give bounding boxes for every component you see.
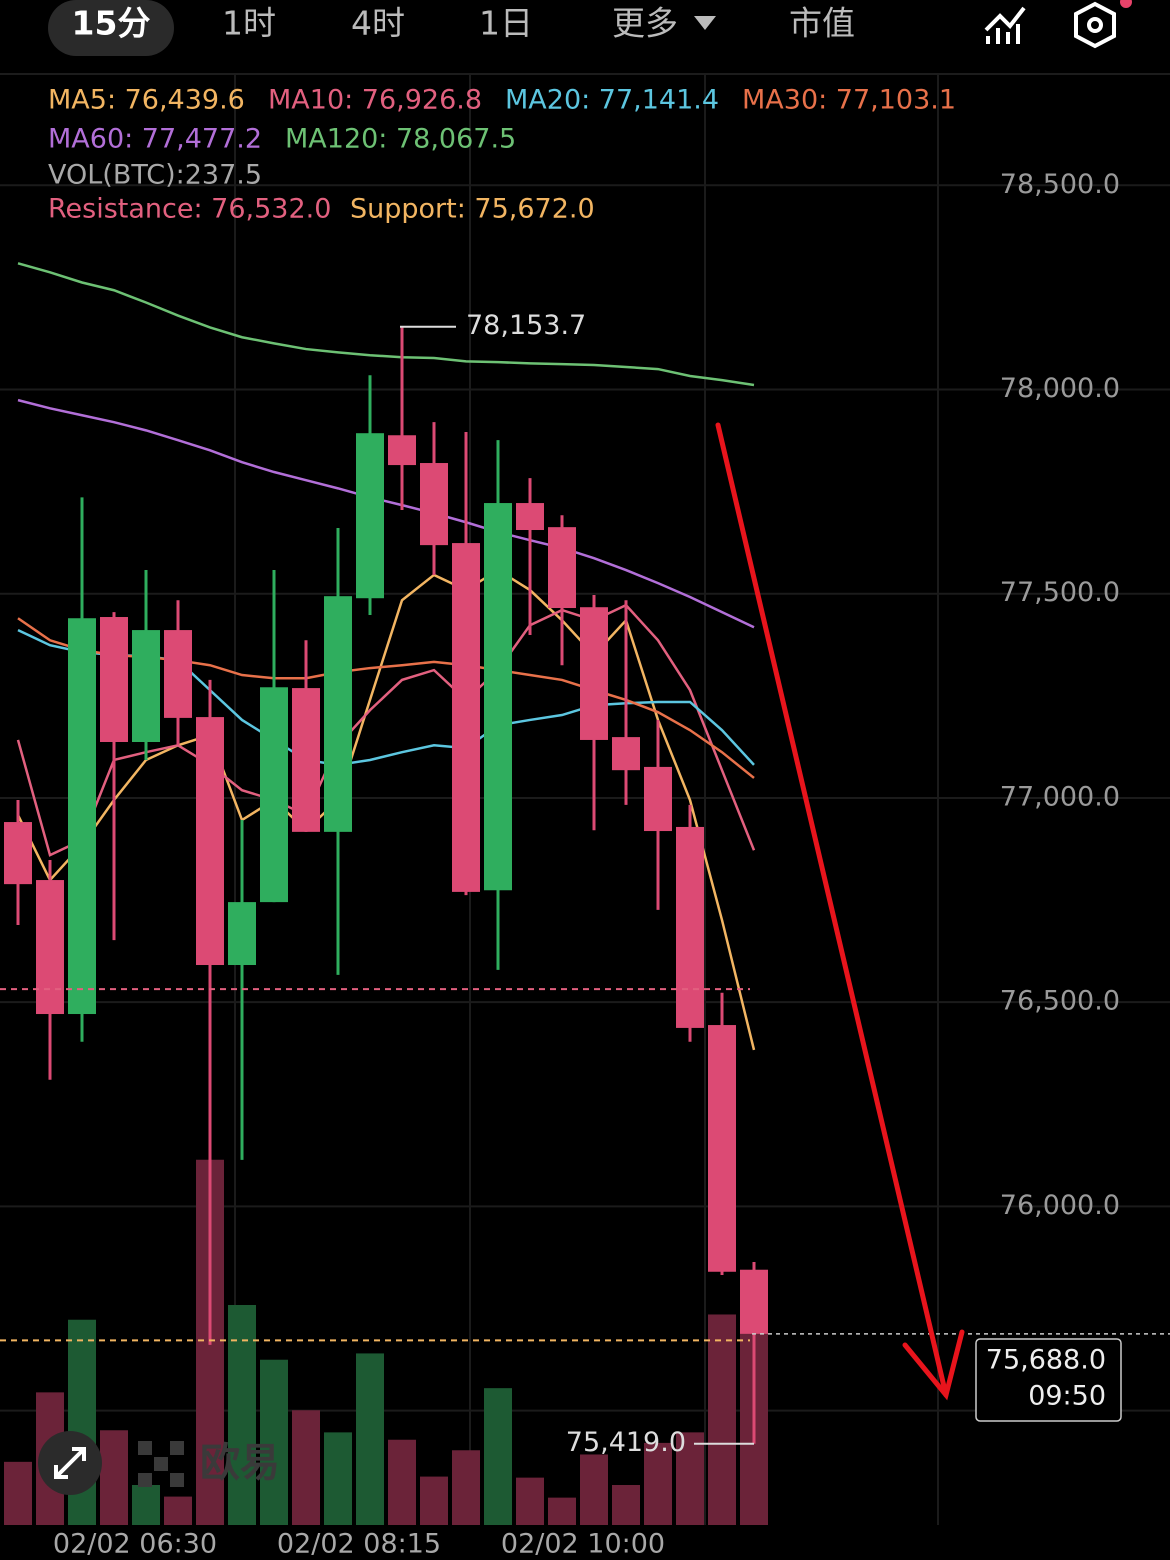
- volume-bar: [644, 1442, 672, 1525]
- y-tick-label: 78,500.0: [1000, 169, 1120, 200]
- volume-bar: [484, 1388, 512, 1525]
- volume-bar: [676, 1432, 704, 1525]
- legend-entry: MA30: 77,103.1: [742, 85, 956, 116]
- timeframe-tab[interactable]: 市值: [789, 4, 855, 43]
- current-price-label: 75,688.0: [986, 1345, 1106, 1376]
- timeframe-tab[interactable]: 15分: [72, 4, 151, 43]
- candle-body: [420, 463, 448, 546]
- watermark-logo: 欧易: [200, 1440, 280, 1486]
- candle-body: [4, 822, 32, 885]
- candle-body: [708, 1025, 736, 1272]
- countdown-label: 09:50: [1028, 1381, 1106, 1412]
- legend-entry: MA10: 76,926.8: [268, 85, 482, 116]
- ma-line: [17, 398, 755, 629]
- candle-body: [132, 630, 160, 742]
- level-label: Resistance: 76,532.0: [48, 194, 331, 225]
- candle-body: [452, 543, 480, 892]
- ma-line: [16, 603, 756, 857]
- timeframe-tab[interactable]: 1时: [222, 4, 276, 43]
- volume-bar: [708, 1314, 736, 1525]
- volume-bar: [324, 1432, 352, 1525]
- candle-body: [516, 503, 544, 531]
- candle-body: [580, 607, 608, 740]
- volume-bar: [228, 1305, 256, 1525]
- current-price-box: [975, 1338, 1122, 1422]
- candle-body: [612, 737, 640, 771]
- y-tick-label: 78,000.0: [1000, 373, 1120, 404]
- candle-body: [356, 433, 384, 599]
- volume-bar: [100, 1430, 128, 1525]
- volume-bar: [388, 1439, 416, 1525]
- volume-bar: [292, 1410, 320, 1525]
- volume-bar: [164, 1496, 192, 1525]
- trend-arrow: [715, 422, 965, 1401]
- settings-icon[interactable]: [1074, 0, 1132, 49]
- volume-bar: [452, 1450, 480, 1525]
- dropdown-caret: [694, 16, 716, 30]
- candle-body: [100, 617, 128, 742]
- indicator-icon[interactable]: [984, 6, 1026, 44]
- candle-body: [164, 630, 192, 718]
- y-tick-label: 76,000.0: [1000, 1190, 1120, 1221]
- y-tick-label: 77,000.0: [1000, 781, 1120, 812]
- expand-button[interactable]: [38, 1431, 102, 1495]
- high-marker-label: 78,153.7: [466, 310, 586, 341]
- candle-body: [292, 688, 320, 832]
- tab-selected-pill: [48, 0, 174, 56]
- volume-bar: [4, 1461, 32, 1525]
- x-tick-label: 02/02 06:30: [53, 1529, 217, 1560]
- x-tick-label: 02/02 10:00: [501, 1529, 665, 1560]
- y-tick-label: 77,500.0: [1000, 577, 1120, 608]
- legend-entry: MA60: 77,477.2: [48, 124, 262, 155]
- candle-body: [676, 826, 704, 1028]
- low-marker-label: 75,419.0: [566, 1427, 686, 1458]
- candle-body: [740, 1269, 768, 1334]
- volume-bar: [580, 1454, 608, 1525]
- volume-bar: [420, 1476, 448, 1525]
- x-tick-label: 02/02 08:15: [277, 1529, 441, 1560]
- volume-bar: [356, 1353, 384, 1525]
- legend-entry: MA5: 76,439.6: [48, 85, 245, 116]
- candle-body: [196, 717, 224, 966]
- volume-bar: [548, 1497, 576, 1525]
- timeframe-tab[interactable]: 更多: [612, 4, 678, 43]
- volume-bar: [516, 1477, 544, 1525]
- volume-bar: [260, 1359, 288, 1525]
- timeframe-tab[interactable]: 4时: [351, 4, 405, 43]
- logo-icon: [138, 1441, 184, 1487]
- legend-entry: MA20: 77,141.4: [505, 85, 719, 116]
- candle-body: [260, 687, 288, 903]
- legend-entry: MA120: 78,067.5: [285, 124, 516, 155]
- candle-body: [36, 880, 64, 1015]
- volume-label: VOL(BTC):237.5: [48, 160, 262, 191]
- timeframe-tab[interactable]: 1日: [479, 4, 533, 43]
- y-tick-label: 76,500.0: [1000, 986, 1120, 1017]
- candle-body: [548, 527, 576, 609]
- candle-body: [388, 435, 416, 466]
- candle-body: [324, 596, 352, 832]
- candle-body: [228, 902, 256, 966]
- candle-body: [68, 618, 96, 1015]
- volume-bar: [132, 1485, 160, 1525]
- level-label: Support: 75,672.0: [350, 194, 595, 225]
- ma-line: [17, 262, 755, 387]
- grid: 78,500.0 78,000.0 77,500.0 77,000.0 76,500.0…: [0, 75, 1170, 1525]
- candles: [4, 326, 768, 1444]
- candle-body: [644, 766, 672, 832]
- ma-line: [16, 568, 756, 1051]
- candle-body: [484, 503, 512, 891]
- volume-bar: [612, 1485, 640, 1525]
- overlays: 78,153.7 75,419.0 75,688.0 09:50: [0, 310, 1170, 1458]
